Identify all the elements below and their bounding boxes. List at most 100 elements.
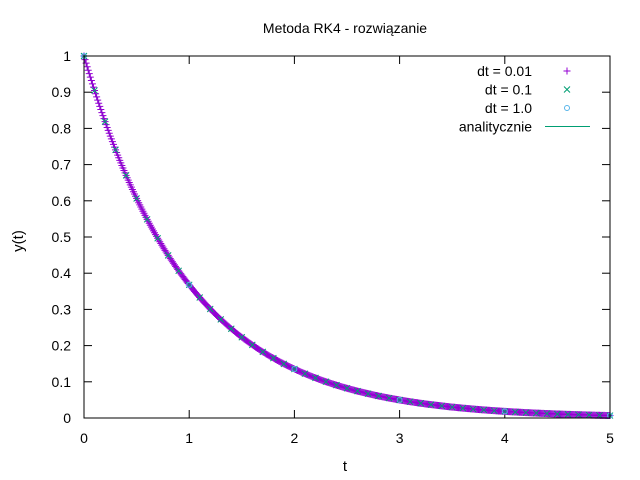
data-point [354,387,361,395]
plot-border [83,55,611,419]
x-tick-label: 0 [80,430,88,446]
data-point [585,411,593,419]
data-point [406,398,414,406]
data-point [217,315,225,323]
data-point [88,80,96,88]
chart-title: Metoda RK4 - rozwiązanie [263,20,427,36]
legend-item: dt = 1.0 [485,100,570,116]
data-point [501,408,508,415]
data-point [133,195,140,202]
data-point [375,392,382,400]
x-tick-label: 3 [396,430,404,446]
data-point [143,215,151,223]
data-point [186,281,193,288]
legend-label: analitycznie [459,119,532,135]
data-point [86,73,94,81]
data-point [543,410,551,417]
axis-ticks: 0 1 2 3 4 5 0 0.1 0.2 0.3 0.4 0.5 0.6 0.7 0.8 0.9 1 [52,48,615,446]
data-point [469,405,477,413]
data-point [291,366,298,373]
y-tick-label: 0.2 [52,338,72,354]
y-tick-label: 0.5 [52,229,72,245]
y-tick-label: 0.7 [52,157,72,173]
legend-marker [563,67,571,75]
data-point [154,234,161,242]
data-point [280,360,288,368]
series-2 [81,53,613,419]
y-tick-label: 1 [63,48,71,64]
data-point [95,99,103,107]
data-point [396,396,403,403]
data-point [438,402,446,410]
y-tick-label: 0.9 [52,84,72,100]
data-point [104,126,112,134]
legend-marker [564,105,570,111]
y-tick-label: 0.4 [52,265,72,281]
legend-item: dt = 0.1 [485,82,571,98]
data-point [83,63,91,71]
x-tick-label: 1 [185,430,193,446]
x-tick-label: 2 [291,430,299,446]
data-point [227,325,235,333]
y-tick-label: 0.1 [52,374,72,390]
data-point [85,70,93,78]
legend-label: dt = 0.1 [485,82,532,98]
data-point [322,378,330,386]
data-point [98,109,106,117]
series-layer [80,52,614,420]
data-point [196,294,204,301]
data-point [301,370,309,378]
data-point [364,390,372,398]
data-point [206,305,214,313]
legend-label: dt = 0.01 [477,63,532,79]
data-point [122,171,130,179]
y-tick-label: 0.3 [52,301,72,317]
data-point [96,102,104,110]
data-point [103,123,111,131]
legend-marker [563,86,571,93]
data-point [94,96,102,104]
data-point [448,403,456,411]
data-point [238,333,246,341]
data-point [575,411,582,419]
x-axis-label: t [343,458,348,475]
data-point [152,231,160,239]
data-point [564,411,572,418]
legend-label: dt = 1.0 [485,100,532,116]
data-point [596,411,603,419]
legend-item: dt = 0.01 [477,63,571,79]
x-tick-label: 4 [501,430,509,446]
series-1 [80,52,614,419]
data-point [312,374,319,382]
x-tick-label: 5 [606,430,614,446]
data-point [480,406,488,414]
data-point [164,251,172,259]
y-axis-label: y(t) [10,230,27,252]
data-point [87,76,95,84]
y-tick-label: 0 [63,410,71,426]
data-point [533,409,540,417]
data-point [511,408,519,416]
data-point [259,348,267,356]
data-point [417,399,424,407]
data-point [333,381,340,389]
y-tick-label: 0.8 [52,120,72,136]
data-point [99,112,107,120]
legend: dt = 0.01 dt = 0.1 dt = 1.0 analitycznie [459,63,590,135]
data-point [385,394,393,402]
data-point [101,118,109,125]
data-point [459,404,467,412]
data-point [248,341,256,349]
data-point [554,410,561,418]
data-point [175,267,183,275]
data-point [270,354,277,362]
y-tick-label: 0.6 [52,193,72,209]
data-point [427,401,435,409]
data-point [84,66,92,74]
data-point [490,407,498,415]
data-point [522,409,530,416]
legend-item: analitycznie [459,119,590,135]
data-point [97,106,105,114]
data-point [343,384,351,392]
